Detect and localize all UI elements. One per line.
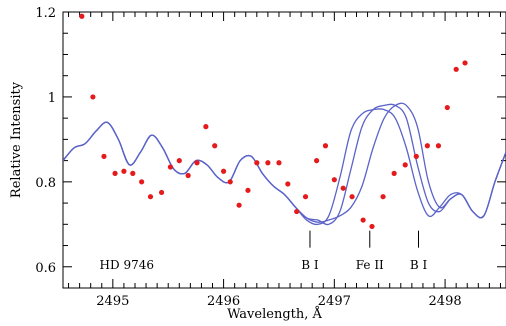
observed-point — [413, 153, 419, 159]
observed-point — [245, 187, 251, 193]
line-id-label: B I — [301, 258, 319, 272]
observed-point — [227, 179, 233, 185]
observed-point — [254, 160, 260, 166]
observed-point — [340, 185, 346, 191]
observed-point — [101, 153, 107, 159]
y-tick-label: 0.6 — [35, 261, 56, 276]
y-axis-label: Relative Intensity — [9, 81, 24, 198]
observed-point — [176, 158, 182, 164]
observed-point — [112, 170, 118, 176]
line-id-label: B I — [410, 258, 428, 272]
observed-point — [462, 60, 468, 66]
observed-point — [139, 179, 145, 185]
observed-point — [314, 158, 320, 164]
observed-point — [167, 164, 174, 170]
x-tick-label: 2497 — [318, 294, 351, 309]
synthetic-spectrum-line — [63, 102, 506, 223]
observed-point — [158, 189, 165, 196]
star-label: HD 9746 — [100, 258, 154, 272]
observed-point — [79, 13, 85, 19]
observed-point — [302, 194, 309, 200]
observed-point — [212, 143, 218, 149]
observed-point — [121, 168, 127, 174]
observed-point — [203, 124, 209, 130]
observed-point — [331, 177, 337, 183]
observed-point — [391, 170, 397, 176]
x-tick-label: 2496 — [207, 294, 240, 309]
observed-point — [402, 162, 408, 168]
observed-point — [130, 170, 136, 176]
x-tick-label: 2498 — [429, 294, 462, 309]
observed-point — [276, 160, 282, 166]
line-id-label: Fe II — [356, 258, 384, 272]
observed-point — [90, 94, 96, 100]
observed-point — [349, 194, 355, 200]
y-tick-label: 0.8 — [35, 176, 56, 191]
observed-point — [147, 194, 154, 200]
observed-point — [360, 217, 366, 223]
observed-point — [236, 202, 242, 208]
y-tick-label: 1 — [48, 91, 56, 106]
x-axis-label: Wavelength, Å — [227, 306, 322, 322]
observed-point — [194, 160, 200, 166]
observed-point — [380, 194, 386, 200]
axes-frame — [62, 11, 506, 289]
observed-point — [369, 223, 375, 230]
observed-point — [444, 104, 450, 111]
observed-point — [285, 181, 291, 187]
observed-point — [294, 208, 300, 215]
observed-point — [453, 66, 459, 72]
plot-area: 2495 2496 2497 2498 0.6 0.8 1 1.2 Wavelength, Å R… — [9, 6, 506, 322]
y-tick-label: 1.2 — [35, 6, 56, 21]
observed-point — [322, 143, 329, 149]
data-layer — [63, 13, 506, 230]
x-tick-label: 2495 — [96, 294, 129, 309]
observed-point — [265, 160, 271, 166]
observed-point — [185, 172, 191, 179]
observed-point — [220, 168, 227, 174]
observed-point — [435, 143, 442, 149]
observed-point — [424, 143, 430, 149]
